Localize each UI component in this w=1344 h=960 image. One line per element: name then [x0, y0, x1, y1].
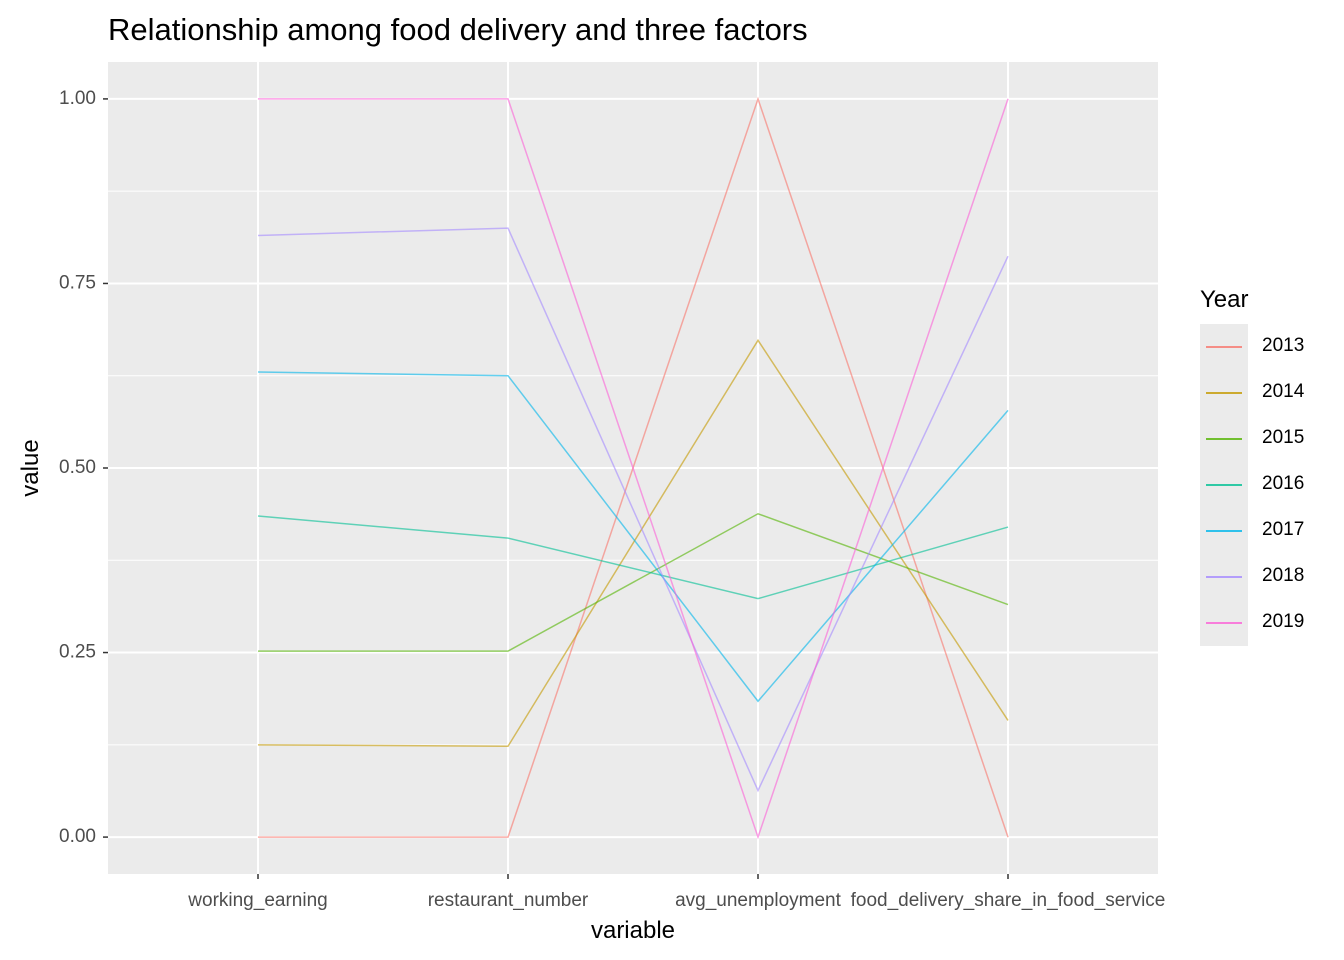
x-axis-title: variable	[591, 917, 675, 944]
legend-title: Year	[1200, 286, 1249, 313]
y-tick-labels: 0.00 0.25 0.50 0.75 1.00	[59, 88, 108, 847]
legend-item: 2015	[1200, 416, 1304, 462]
y-tick-label: 0.50	[59, 457, 96, 478]
legend-key-line	[1206, 392, 1242, 394]
legend-item: 2013	[1200, 324, 1304, 370]
series-line-2019	[258, 98, 1009, 840]
legend-key-line	[1206, 622, 1242, 624]
series-line-2014	[257, 338, 1009, 748]
legend-item: 2018	[1200, 554, 1304, 600]
y-axis-title: value	[17, 439, 44, 496]
legend-key-line	[1206, 576, 1242, 578]
series-line-2018	[257, 227, 1009, 793]
legend-item: 2016	[1200, 462, 1304, 508]
chart-title: Relationship among food delivery and thr…	[108, 12, 808, 47]
legend-label: 2013	[1262, 335, 1305, 356]
legend-label: 2015	[1262, 427, 1305, 448]
legend-item: 2019	[1200, 600, 1304, 646]
legend-box: 2013 2014 2015 2016 2017 2018 2019	[1200, 324, 1304, 646]
x-tick-label: avg_unemployment	[675, 890, 842, 911]
line-layer	[257, 96, 1009, 840]
x-tick-label: food_delivery_share_in_food_service	[851, 890, 1166, 911]
x-tick-label: restaurant_number	[428, 890, 589, 911]
x-tick-label: working_earning	[187, 890, 327, 911]
x-tick-labels: working_earning restaurant_number avg_unem…	[187, 874, 1165, 911]
legend-label: 2014	[1262, 381, 1305, 402]
y-tick-label: 1.00	[59, 88, 96, 109]
legend-key-line	[1206, 438, 1242, 440]
y-tick-label: 0.75	[59, 272, 96, 293]
legend-key-line	[1206, 484, 1242, 486]
legend-label: 2019	[1262, 611, 1305, 632]
legend-label: 2017	[1262, 519, 1305, 540]
legend-label: 2016	[1262, 473, 1305, 494]
y-tick-label: 0.25	[59, 642, 96, 663]
legend: Year 2013 2014 2015 2016 2017 2018 2019	[1200, 286, 1304, 646]
legend-item: 2017	[1200, 508, 1304, 554]
legend-key-line	[1206, 346, 1242, 348]
series-line-2015	[258, 512, 1009, 652]
series-line-2017	[257, 371, 1009, 703]
series-line-2016	[257, 515, 1009, 600]
legend-key-line	[1206, 530, 1242, 532]
legend-item: 2014	[1200, 370, 1304, 416]
y-tick-label: 0.00	[59, 826, 96, 847]
legend-label: 2018	[1262, 565, 1305, 586]
